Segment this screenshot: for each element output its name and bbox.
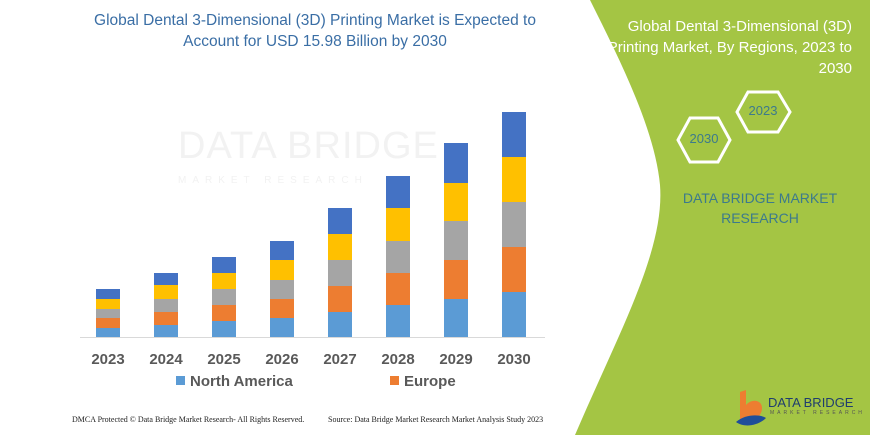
footer-source: Source: Data Bridge Market Research Mark…	[328, 415, 544, 424]
legend-label: Europe	[404, 373, 456, 390]
legend-swatch	[176, 376, 185, 385]
x-tick-label: 2028	[381, 351, 414, 368]
bar-segment-2028-1	[386, 273, 410, 305]
bar-segment-2029-1	[444, 260, 468, 299]
bar-segment-2030-3	[502, 157, 526, 202]
bar-segment-2027-2	[328, 260, 352, 286]
bar-segment-2030-1	[502, 247, 526, 292]
bar-segment-2029-0	[444, 299, 468, 337]
hex-label-2030: 2030	[689, 131, 719, 146]
bar-segment-2024-3	[154, 285, 178, 299]
hex-label-2023: 2023	[748, 103, 778, 118]
bar-segment-2029-4	[444, 143, 468, 183]
logo-subtext: MARKET RESEARCH	[770, 410, 865, 416]
bar-segment-2029-3	[444, 183, 468, 221]
x-tick-label: 2029	[439, 351, 472, 368]
bar-segment-2024-2	[154, 299, 178, 312]
bar-segment-2026-3	[270, 260, 294, 280]
logo-text: DATA BRIDGE	[768, 395, 854, 410]
chart-title: Global Dental 3-Dimensional (3D) Printin…	[94, 12, 536, 50]
stacked-bar-chart: 2023 2024 2025 2026 2027 2028 2029 2030 North Am…	[80, 112, 545, 390]
footer-copyright: DMCA Protected © Data Bridge Market Rese…	[72, 415, 305, 424]
bar-segment-2026-0	[270, 318, 294, 337]
hexagon-2023	[735, 90, 792, 134]
bar-segment-2026-2	[270, 280, 294, 299]
bar-segment-2028-2	[386, 241, 410, 273]
bar-segment-2028-0	[386, 305, 410, 337]
bar-segment-2025-1	[212, 305, 236, 321]
bar-segment-2030-2	[502, 202, 526, 247]
bar-segment-2024-1	[154, 312, 178, 325]
bar-segment-2027-4	[328, 208, 352, 234]
data-bridge-logo-icon	[736, 390, 766, 426]
x-tick-label: 2024	[149, 351, 183, 368]
bar-segment-2023-3	[96, 299, 120, 309]
bar-segment-2024-0	[154, 325, 178, 337]
bar-segment-2023-0	[96, 328, 120, 337]
bar-segment-2025-3	[212, 273, 236, 289]
x-tick-label: 2026	[265, 351, 298, 368]
x-tick-label: 2027	[323, 351, 356, 368]
watermark: DATA BRIDGE	[178, 125, 439, 167]
bar-segment-2024-4	[154, 273, 178, 285]
bar-segment-2029-2	[444, 221, 468, 260]
legend-label: North America	[190, 373, 293, 390]
bar-segment-2025-2	[212, 289, 236, 305]
bar-segment-2030-0	[502, 292, 526, 337]
bar-segment-2025-4	[212, 257, 236, 273]
bar-segment-2023-1	[96, 318, 120, 328]
bar-segment-2028-3	[386, 208, 410, 241]
x-tick-label: 2030	[497, 351, 530, 368]
x-tick-label: 2025	[207, 351, 240, 368]
brand-text: DATA BRIDGE MARKET RESEARCH	[682, 190, 838, 226]
bar-segment-2027-1	[328, 286, 352, 312]
bar-segment-2023-4	[96, 289, 120, 299]
legend-swatch	[390, 376, 399, 385]
bar-segment-2027-0	[328, 312, 352, 337]
x-tick-label: 2023	[91, 351, 124, 368]
bar-segment-2030-4	[502, 112, 526, 157]
bar-segment-2026-4	[270, 241, 294, 260]
bar-segment-2028-4	[386, 176, 410, 208]
side-panel-title: Global Dental 3-Dimensional (3D) Printin…	[607, 18, 852, 77]
hexagon-2030	[676, 116, 732, 164]
bar-segment-2023-2	[96, 309, 120, 318]
bar-segment-2026-1	[270, 299, 294, 318]
bar-segment-2027-3	[328, 234, 352, 260]
bar-segment-2025-0	[212, 321, 236, 337]
watermark-sub: MARKET RESEARCH	[178, 175, 368, 186]
